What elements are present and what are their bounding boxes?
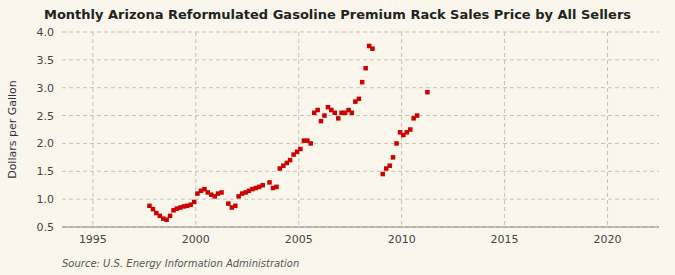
- point: [308, 141, 313, 146]
- y-tick-label: 1.5: [37, 165, 55, 178]
- point: [336, 116, 341, 121]
- source-note: Source: U.S. Energy Information Administ…: [62, 258, 299, 269]
- y-tick-label: 1.0: [37, 193, 55, 206]
- grid-line: [62, 143, 659, 144]
- grid-line: [62, 171, 659, 172]
- y-tick-label: 2.0: [37, 137, 55, 150]
- point: [360, 80, 365, 85]
- x-tick-label: 1995: [79, 233, 107, 246]
- point: [219, 190, 224, 195]
- point: [298, 147, 303, 152]
- point: [260, 183, 265, 188]
- grid-line: [92, 32, 93, 227]
- points: [147, 44, 429, 222]
- grid-line: [607, 32, 608, 227]
- point: [370, 46, 375, 51]
- grid-line: [62, 115, 659, 116]
- point: [394, 141, 399, 146]
- point: [192, 200, 197, 205]
- point: [408, 127, 413, 132]
- chart: Monthly Arizona Reformulated Gasoline Pr…: [0, 0, 675, 275]
- point: [151, 207, 156, 212]
- point: [380, 172, 385, 177]
- x-axis-line: [62, 227, 659, 228]
- grid-line: [195, 32, 196, 227]
- y-axis-label: Dollars per Gallon: [6, 80, 19, 179]
- grid-line: [62, 199, 659, 200]
- grid-line: [298, 32, 299, 227]
- grid-line: [62, 59, 659, 60]
- grid-line: [62, 32, 659, 33]
- point: [288, 158, 293, 163]
- point: [357, 97, 362, 102]
- point: [363, 66, 368, 71]
- point: [333, 111, 338, 116]
- grid-line: [401, 32, 402, 227]
- y-tick-label: 4.0: [37, 26, 55, 39]
- x-tick-label: 2000: [182, 233, 210, 246]
- y-tick-label: 0.5: [37, 221, 55, 234]
- grid: [62, 32, 659, 227]
- point: [233, 204, 238, 209]
- point: [226, 201, 231, 206]
- point: [274, 185, 279, 190]
- x-tick-label: 2005: [285, 233, 313, 246]
- point: [164, 218, 169, 223]
- point: [350, 111, 355, 116]
- point: [319, 119, 324, 124]
- grid-line: [62, 87, 659, 88]
- title: Monthly Arizona Reformulated Gasoline Pr…: [44, 7, 631, 22]
- point: [391, 155, 396, 160]
- y-tick-label: 3.0: [37, 82, 55, 95]
- point: [322, 113, 327, 118]
- point: [267, 180, 272, 185]
- y-tick-label: 2.5: [37, 110, 55, 123]
- grid-line: [504, 32, 505, 227]
- point: [387, 163, 392, 168]
- y-tick-label: 3.5: [37, 54, 55, 67]
- point: [315, 108, 320, 113]
- x-tick-label: 2010: [388, 233, 416, 246]
- axes: 0.5 1.0 1.5 2.0 2.5 3.0 3.5 4.0 1995 2000 2005 2010…: [37, 26, 660, 246]
- point: [168, 214, 173, 219]
- point: [425, 90, 430, 95]
- point: [415, 113, 420, 118]
- x-tick-label: 2020: [594, 233, 622, 246]
- grid-line: [62, 227, 659, 228]
- x-tick-label: 2015: [491, 233, 519, 246]
- background: [0, 0, 675, 275]
